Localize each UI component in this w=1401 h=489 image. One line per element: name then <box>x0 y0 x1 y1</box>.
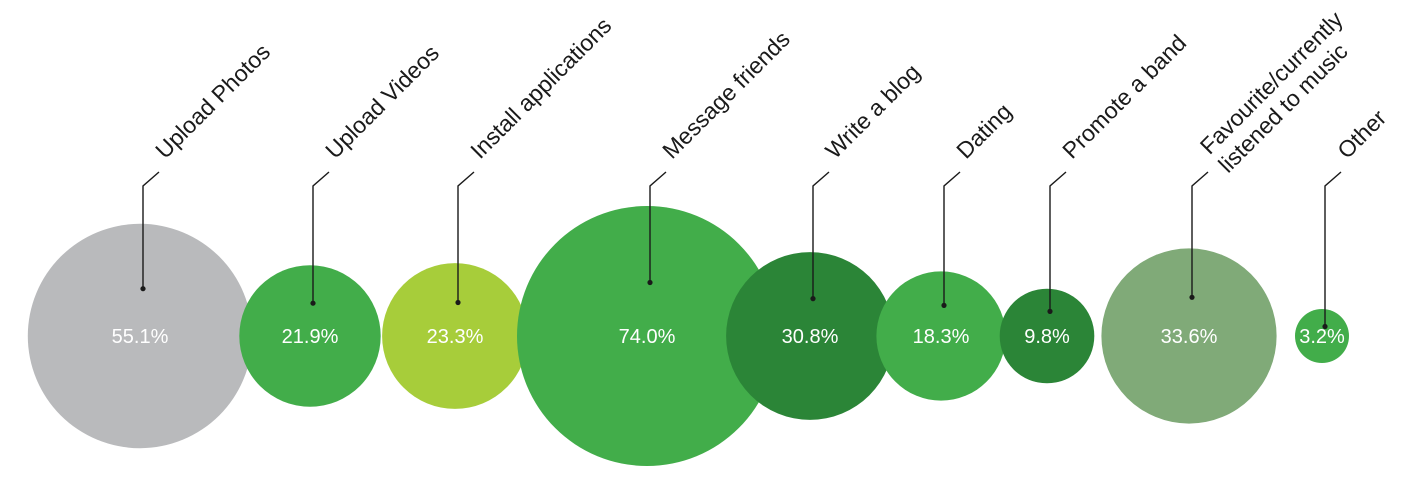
bubble-value-label: 3.2% <box>1299 326 1345 348</box>
bubble <box>517 206 777 466</box>
category-label: Message friends <box>657 26 795 164</box>
leader-dot <box>810 296 816 302</box>
bubble-value-label: 30.8% <box>782 326 839 348</box>
bubble <box>876 271 1006 401</box>
bubble-value-label: 55.1% <box>112 326 169 348</box>
leader-dot <box>1047 308 1053 314</box>
bubble <box>1101 248 1277 424</box>
leader-dot <box>455 299 461 306</box>
category-labels-layer: Upload Photos Upload Videos Install applic… <box>150 6 1391 178</box>
bubble-value-label: 74.0% <box>619 326 676 348</box>
leader-line <box>457 171 475 303</box>
leader-line <box>649 171 667 283</box>
bubble-value-label: 23.3% <box>427 326 484 348</box>
bubble <box>726 252 894 420</box>
leader-line <box>1049 171 1067 312</box>
leader-dot <box>1322 323 1328 330</box>
category-label: Other <box>1332 104 1391 163</box>
bubble-value-label: 18.3% <box>913 326 970 348</box>
bubble-value-label: 21.9% <box>282 326 339 348</box>
bubble-value-label: 33.6% <box>1161 326 1218 348</box>
category-label: Install applications <box>465 12 616 163</box>
category-label: Upload Videos <box>320 40 444 164</box>
leader-dot <box>1189 294 1195 300</box>
leader-line <box>142 171 160 289</box>
leader-line <box>312 171 330 304</box>
leader-line <box>1324 171 1342 327</box>
category-label: Promote a band <box>1057 29 1191 163</box>
bubble-value-label: 9.8% <box>1024 326 1070 348</box>
leader-dot <box>647 279 653 286</box>
leader-lines-layer <box>140 171 1342 330</box>
leader-line <box>1191 171 1209 298</box>
bubble <box>999 288 1095 384</box>
leader-line <box>812 171 830 299</box>
bubble <box>1295 309 1349 363</box>
category-label: Dating <box>951 98 1016 163</box>
bubble <box>27 223 253 449</box>
leader-line <box>943 171 961 306</box>
category-label: Upload Photos <box>150 38 275 163</box>
bubble <box>382 263 528 409</box>
leader-dot <box>140 286 146 292</box>
category-label: Write a blog <box>820 59 925 164</box>
bubble <box>239 265 381 407</box>
bubbles-layer: 55.1% 21.9% 23.3% 74.0% 30.8% 18.3% 9.8% 33.6% 3… <box>27 206 1349 466</box>
leader-dot <box>941 302 947 308</box>
leader-dot <box>310 300 316 306</box>
